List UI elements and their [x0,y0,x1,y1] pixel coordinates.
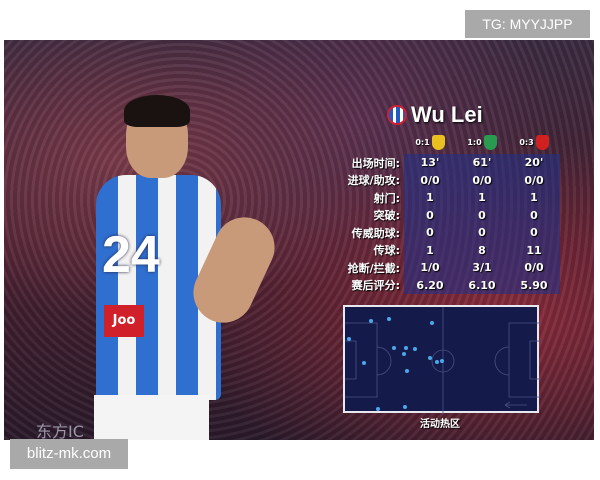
espanyol-crest-icon [387,105,407,125]
match-score: 1:0 [467,137,482,147]
heatmap-dot [405,369,409,373]
stat-row: 抢断/拦截: 1/0 3/1 0/0 [340,259,560,277]
watermark-bottom: blitz-mk.com [10,439,128,469]
stat-value: 0 [456,206,508,224]
stat-label: 传球: [373,244,400,258]
stat-row: 传球: 1 8 11 [340,241,560,259]
heatmap-dot [347,337,351,341]
heatmap-dot [376,407,380,411]
opponent-badge-icon [483,134,497,150]
stat-value: 1/0 [404,259,456,277]
pitch-line [345,322,378,398]
heatmap-dot [392,346,396,350]
stat-row: 进球/助攻: 0/0 0/0 0/0 [340,171,560,189]
stat-value: 8 [456,241,508,259]
stat-label: 射门: [373,191,400,205]
stat-value: 6.20 [404,276,456,294]
shirt-number: 24 [102,226,160,284]
pitch-line [376,346,392,376]
stat-value: 1 [508,189,560,207]
match-score: 0:1 [415,137,430,147]
heatmap-dot [403,405,407,409]
match-header: 0:3 [508,130,560,154]
stat-value: 61' [456,154,508,172]
player-title: Wu Lei [387,102,483,128]
stat-value: 0/0 [508,171,560,189]
match-header: 1:0 [456,130,508,154]
stat-label: 赛后评分: [351,279,400,293]
stat-label: 传威助球: [351,226,400,240]
stat-row: 出场时间: 13' 61' 20' [340,154,560,172]
watermark-top: TG: MYYJJPP [465,10,590,38]
stat-label: 突破: [373,209,400,223]
stat-value: 0 [508,206,560,224]
stat-value: 0/0 [508,259,560,277]
heatmap-dot [402,352,406,356]
stat-row: 赛后评分: 6.20 6.10 5.90 [340,276,560,294]
stat-value: 11 [508,241,560,259]
match-score: 0:3 [519,137,534,147]
pitch-line [494,346,510,376]
stat-value: 1 [456,189,508,207]
stat-value: 5.90 [508,276,560,294]
player-name: Wu Lei [411,102,483,127]
heatmap-dot [428,356,432,360]
stat-value: 0 [456,224,508,242]
heatmap-label: 活动热区 [420,419,460,430]
sponsor-logo: Joo [104,305,144,337]
match-header-row: 0:1 1:0 0:3 [340,130,560,154]
stat-label: 出场时间: [351,156,400,170]
pitch-line [504,401,527,409]
heatmap-dot [369,319,373,323]
match-header: 0:1 [404,130,456,154]
heatmap-pitch [343,305,541,415]
stat-row: 射门: 1 1 1 [340,189,560,207]
pitch-line [345,340,357,380]
stat-row: 传威助球: 0 0 0 [340,224,560,242]
stat-value: 1 [404,241,456,259]
opponent-badge-icon [535,134,549,150]
stat-value: 20' [508,154,560,172]
stat-value: 1 [404,189,456,207]
stat-row: 突破: 0 0 0 [340,206,560,224]
pitch-line [529,340,541,380]
heatmap-dot [430,321,434,325]
stat-value: 0/0 [456,171,508,189]
stat-value: 0 [404,224,456,242]
pitch-line [431,349,455,373]
heatmap-dot [404,346,408,350]
stat-value: 3/1 [456,259,508,277]
player-photo: 24 Joo 东方IC Wu Lei 0:1 1:0 0:3 出场时间: 13' 61' 2… [4,40,594,440]
stat-label: 抢断/拦截: [347,261,400,275]
stat-value: 0/0 [404,171,456,189]
stat-value: 6.10 [456,276,508,294]
photo-credit: 东方IC [36,422,84,440]
stat-value: 0 [404,206,456,224]
stat-value: 0 [508,224,560,242]
player-figure: 24 Joo [94,95,285,440]
stat-label: 进球/助攻: [347,174,400,188]
heatmap-dot [435,360,439,364]
stats-table: 0:1 1:0 0:3 出场时间: 13' 61' 20' 进球/助攻: 0/0 0/0 0/0 射门… [340,130,560,294]
opponent-badge-icon [431,134,445,150]
heatmap-dot [413,347,417,351]
pitch-line [508,322,541,398]
heatmap-dot [362,361,366,365]
stat-value: 13' [404,154,456,172]
heatmap-dot [387,317,391,321]
heatmap-dot [440,359,444,363]
